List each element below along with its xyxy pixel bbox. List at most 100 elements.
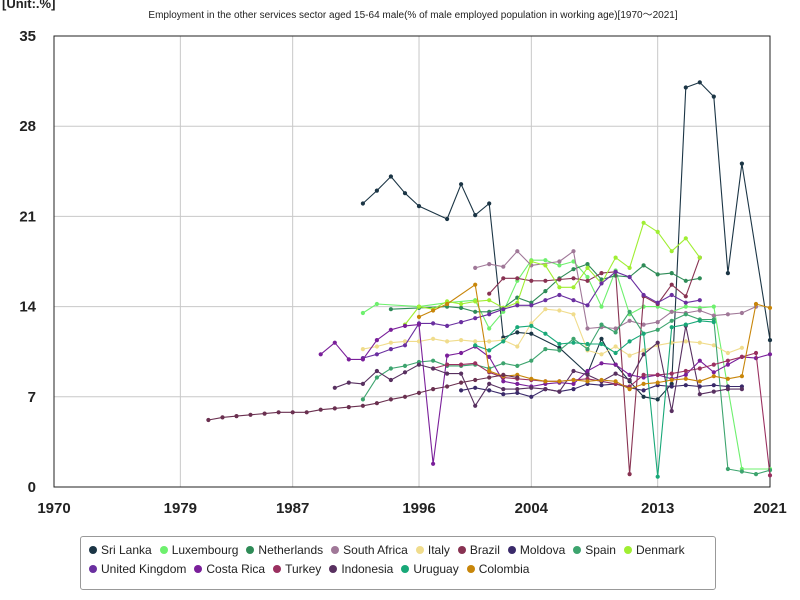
data-point: [487, 381, 492, 386]
data-point: [431, 321, 436, 326]
data-point: [431, 336, 436, 341]
data-point: [697, 340, 702, 345]
chart-title: Employment in the other services sector …: [148, 10, 677, 21]
data-point: [767, 305, 773, 310]
data-point: [739, 354, 745, 359]
data-point: [543, 331, 548, 336]
data-point: [529, 394, 534, 399]
series-line: [475, 320, 714, 478]
data-point: [669, 384, 674, 389]
data-point: [515, 390, 520, 395]
data-point: [655, 272, 660, 277]
data-point: [613, 371, 618, 376]
legend-swatch: [246, 546, 255, 554]
data-point: [529, 278, 534, 283]
legend-label: South Africa: [343, 543, 408, 557]
x-axis: 1970 1979 1987 1996 2004 2013 2021: [37, 500, 786, 517]
data-point: [487, 388, 492, 393]
x-tick-label: 1996: [402, 500, 435, 517]
x-tick-label: 2004: [515, 500, 549, 517]
data-point: [473, 343, 478, 348]
data-point: [473, 361, 478, 366]
data-point: [739, 345, 745, 350]
data-point: [711, 374, 716, 379]
data-point: [571, 387, 576, 392]
legend-item: South Africa: [331, 543, 408, 557]
data-point: [459, 305, 464, 310]
data-point: [501, 372, 506, 377]
data-point: [515, 363, 520, 368]
data-point: [332, 406, 337, 411]
data-point: [627, 309, 632, 314]
data-point: [431, 358, 436, 363]
y-axis: 0 7 14 21 28 35: [19, 28, 36, 496]
data-point: [501, 379, 506, 384]
legend-item: Uruguay: [401, 562, 459, 576]
data-point: [360, 347, 365, 352]
data-point: [739, 387, 745, 392]
series-sri-lanka: [360, 80, 773, 402]
data-point: [641, 263, 646, 268]
data-point: [543, 263, 548, 268]
data-point: [655, 372, 660, 377]
data-point: [697, 298, 702, 303]
data-point: [374, 188, 379, 193]
data-point: [571, 276, 576, 281]
legend-label: Uruguay: [413, 562, 459, 576]
data-point: [473, 377, 478, 383]
data-point: [501, 307, 506, 312]
data-point: [402, 191, 408, 196]
data-point: [585, 368, 590, 374]
data-point: [697, 276, 702, 281]
data-point: [487, 339, 492, 344]
data-point: [346, 380, 351, 385]
data-point: [529, 385, 534, 390]
data-point: [669, 377, 674, 383]
data-point: [655, 340, 660, 345]
data-point: [262, 411, 267, 416]
data-point: [473, 339, 478, 344]
series-line: [362, 311, 771, 475]
data-point: [445, 353, 450, 358]
data-point: [669, 318, 674, 323]
data-point: [515, 325, 520, 330]
data-point: [725, 466, 731, 472]
data-point: [739, 310, 745, 316]
data-point: [641, 381, 646, 386]
series-brazil: [487, 255, 702, 477]
data-point: [753, 350, 759, 356]
x-tick-label: 1970: [37, 500, 70, 517]
y-tick-label: 28: [19, 118, 36, 135]
data-point: [627, 265, 632, 270]
y-tick-label: 14: [19, 299, 36, 316]
data-point: [613, 326, 618, 331]
series-indonesia: [332, 323, 745, 414]
data-point: [571, 381, 576, 386]
data-point: [459, 380, 464, 385]
data-point: [543, 379, 548, 384]
legend-item: Brazil: [457, 543, 500, 557]
data-point: [473, 265, 478, 270]
data-point: [571, 267, 576, 272]
data-point: [557, 389, 562, 394]
series-colombia: [416, 282, 773, 392]
data-point: [501, 361, 506, 366]
data-point: [641, 394, 646, 399]
data-point: [599, 352, 604, 357]
data-point: [627, 372, 632, 377]
data-point: [220, 415, 225, 420]
data-point: [669, 371, 674, 376]
data-point: [529, 303, 534, 308]
legend-swatch: [273, 565, 282, 573]
data-point: [346, 357, 351, 362]
data-point: [683, 304, 688, 309]
legend-swatch: [331, 546, 340, 554]
data-point: [683, 85, 688, 90]
data-point: [206, 417, 211, 423]
data-point: [529, 331, 534, 336]
data-point: [557, 379, 562, 384]
data-point: [459, 182, 464, 187]
data-point: [431, 387, 436, 392]
series-luxembourg: [360, 258, 773, 472]
